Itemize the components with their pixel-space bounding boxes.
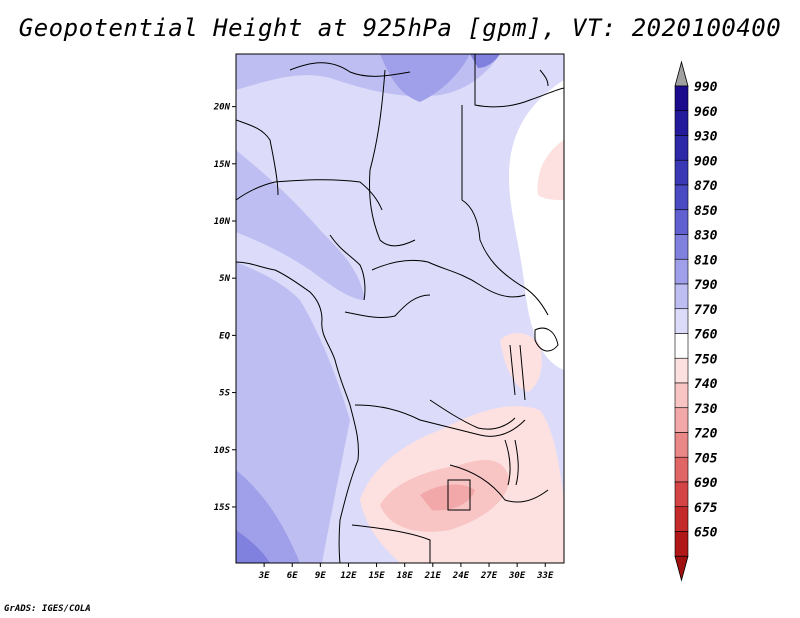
lat-tick-label: 5N [219,274,230,284]
colorbar-swatch [674,209,689,235]
lake-victoria-path [534,327,559,352]
border-path [354,404,526,437]
lon-tick-label: 12E [340,571,357,581]
lon-tick-label: 9E [315,571,326,581]
border-path [474,54,564,108]
border-path [539,69,549,87]
colorbar-swatch [674,283,689,310]
colorbar-label: 830 [694,229,718,244]
colorbar-bottom-arrow [674,555,689,582]
border-path [461,105,549,316]
colorbar-label: 870 [694,179,718,194]
colorbar-label: 750 [694,352,718,367]
ethiopian-highlands-region [537,140,564,200]
coastline-path [236,261,359,563]
longitude-axis: 3E 6E 9E 12E 15E 18E 21E 24E 27E 30E 33E [258,563,554,581]
lake-shore-path [509,344,526,401]
colorbar-label: 850 [694,204,718,219]
lat-tick-label: 10S [214,446,231,456]
border-path [344,294,431,318]
lon-tick-label: 21E [424,571,442,581]
colorbar-swatch [674,456,689,483]
colorbar-label: 740 [694,377,718,392]
border-path [447,479,471,511]
map-frame [235,53,565,564]
sahara-deep-region [380,54,470,102]
colorbar-label: 650 [694,526,718,541]
atlantic-region [236,262,350,563]
colorbar-label: 760 [694,328,718,343]
colorbar-label: 705 [694,451,718,466]
border-path [351,524,431,563]
colorbar-swatch [674,159,689,186]
colorbar-label: 790 [694,278,718,293]
colorbar-label: 930 [694,130,718,145]
border-path [329,234,366,301]
border-path [449,464,549,503]
colorbar-swatch [674,407,689,433]
lon-tick-label: 24E [452,571,470,581]
colorbar-swatch [674,184,689,211]
colorbar-swatch [674,110,689,136]
colorbar-label: 810 [694,253,718,268]
lat-tick-label: 20N [213,103,231,113]
lon-tick-label: 27E [480,571,498,581]
lat-tick-label: 15N [214,160,231,170]
colorbar-swatch [674,258,689,285]
grads-credit: GrADS: IGES/COLA [4,604,91,614]
colorbar-swatch [674,382,689,409]
colorbar-label: 675 [694,501,718,516]
lat-tick-label: 5S [219,389,230,399]
border-path [236,179,383,211]
southwest-low-region [236,470,300,563]
lon-tick-label: 18E [397,571,414,581]
country-borders [236,54,564,563]
border-path [429,399,516,430]
southwest-deep-region [236,530,270,563]
colorbar-swatch [674,308,689,334]
colorbar-label: 730 [694,402,718,417]
border-path [289,62,411,77]
lake-malawi-path [504,439,519,486]
colorbar-label: 900 [694,154,718,169]
colorbar-label: 990 [694,80,718,95]
colorbar-label: 690 [694,476,718,491]
colorbar-swatch [674,85,689,112]
latitude-axis: 20N 15N 10N 5N EQ 5S 10S 15S [213,103,236,513]
colorbar-top-arrow [674,60,689,87]
northeast-deep-region [470,54,500,68]
page-title: Geopotential Height at 925hPa [gpm], VT:… [18,14,782,42]
colorbar-swatch [674,506,689,532]
lon-tick-label: 15E [368,571,385,581]
lon-tick-label: 33E [536,571,554,581]
colorbar-swatch [674,333,689,359]
colorbar-label: 770 [694,303,718,318]
colorbar-label: 720 [694,427,718,442]
height-field [236,54,564,563]
colorbar-swatch [674,531,689,557]
colorbar-swatch [674,432,689,458]
west-africa-region [236,150,365,300]
colorbar-swatch [674,234,689,260]
lon-tick-label: 30E [508,571,526,581]
lon-tick-label: 3E [258,571,270,581]
border-path [236,119,279,196]
colorbar-swatch [674,481,689,508]
lat-tick-label: 10N [214,217,231,227]
colorbar-swatch [674,357,689,384]
border-path [369,69,416,247]
lon-tick-label: 6E [287,571,298,581]
colorbar-swatch [674,135,689,161]
colorbar: 990 960 930 900 870 850 830 810 790 770 760 750 740 7… [674,60,718,582]
border-path [371,259,526,298]
lat-tick-label: 15S [214,503,231,513]
colorbar-label: 960 [694,105,718,120]
lat-tick-label: EQ [219,331,230,341]
